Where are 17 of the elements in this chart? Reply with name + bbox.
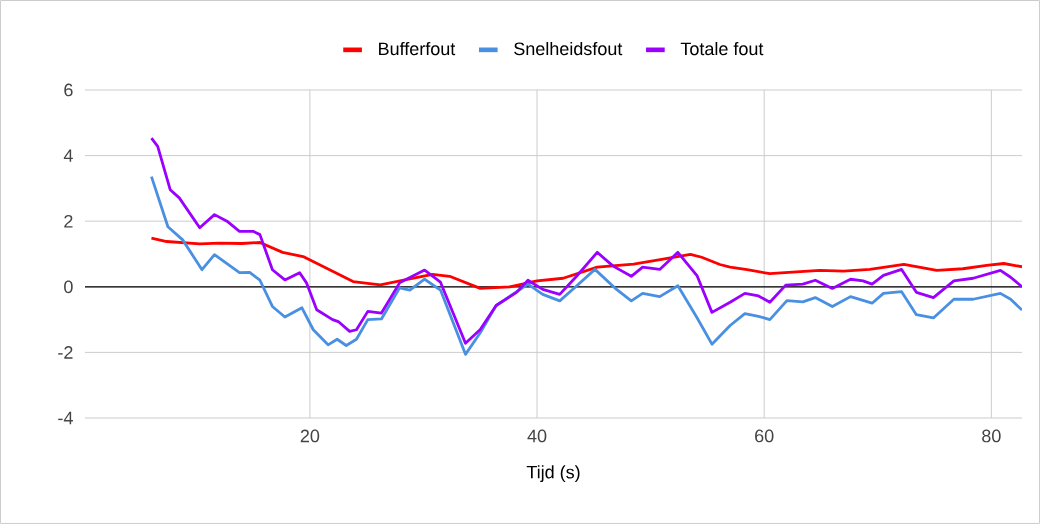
x-tick-label: 20 [300, 429, 320, 443]
legend-label: Snelheidsfout [514, 41, 623, 56]
x-axis-title: Tijd (s) [526, 465, 580, 483]
line-series [150, 136, 1022, 345]
x-tick-label: 40 [527, 429, 547, 443]
y-tick-label: 4 [63, 149, 73, 162]
y-tick-label: 2 [64, 214, 73, 228]
y-tick-label: 6 [64, 83, 73, 97]
x-tick-label: 80 [982, 429, 1001, 443]
y-tick-label: -2 [58, 346, 73, 359]
y-tick-label: 0 [64, 280, 73, 294]
x-tick-label: 60 [755, 429, 774, 443]
line-series [150, 175, 1022, 356]
y-tick-label: -4 [58, 411, 73, 425]
legend-label: Bufferfout [379, 41, 456, 56]
line-series [150, 236, 1022, 290]
legend-label: Totale fout [680, 41, 764, 56]
